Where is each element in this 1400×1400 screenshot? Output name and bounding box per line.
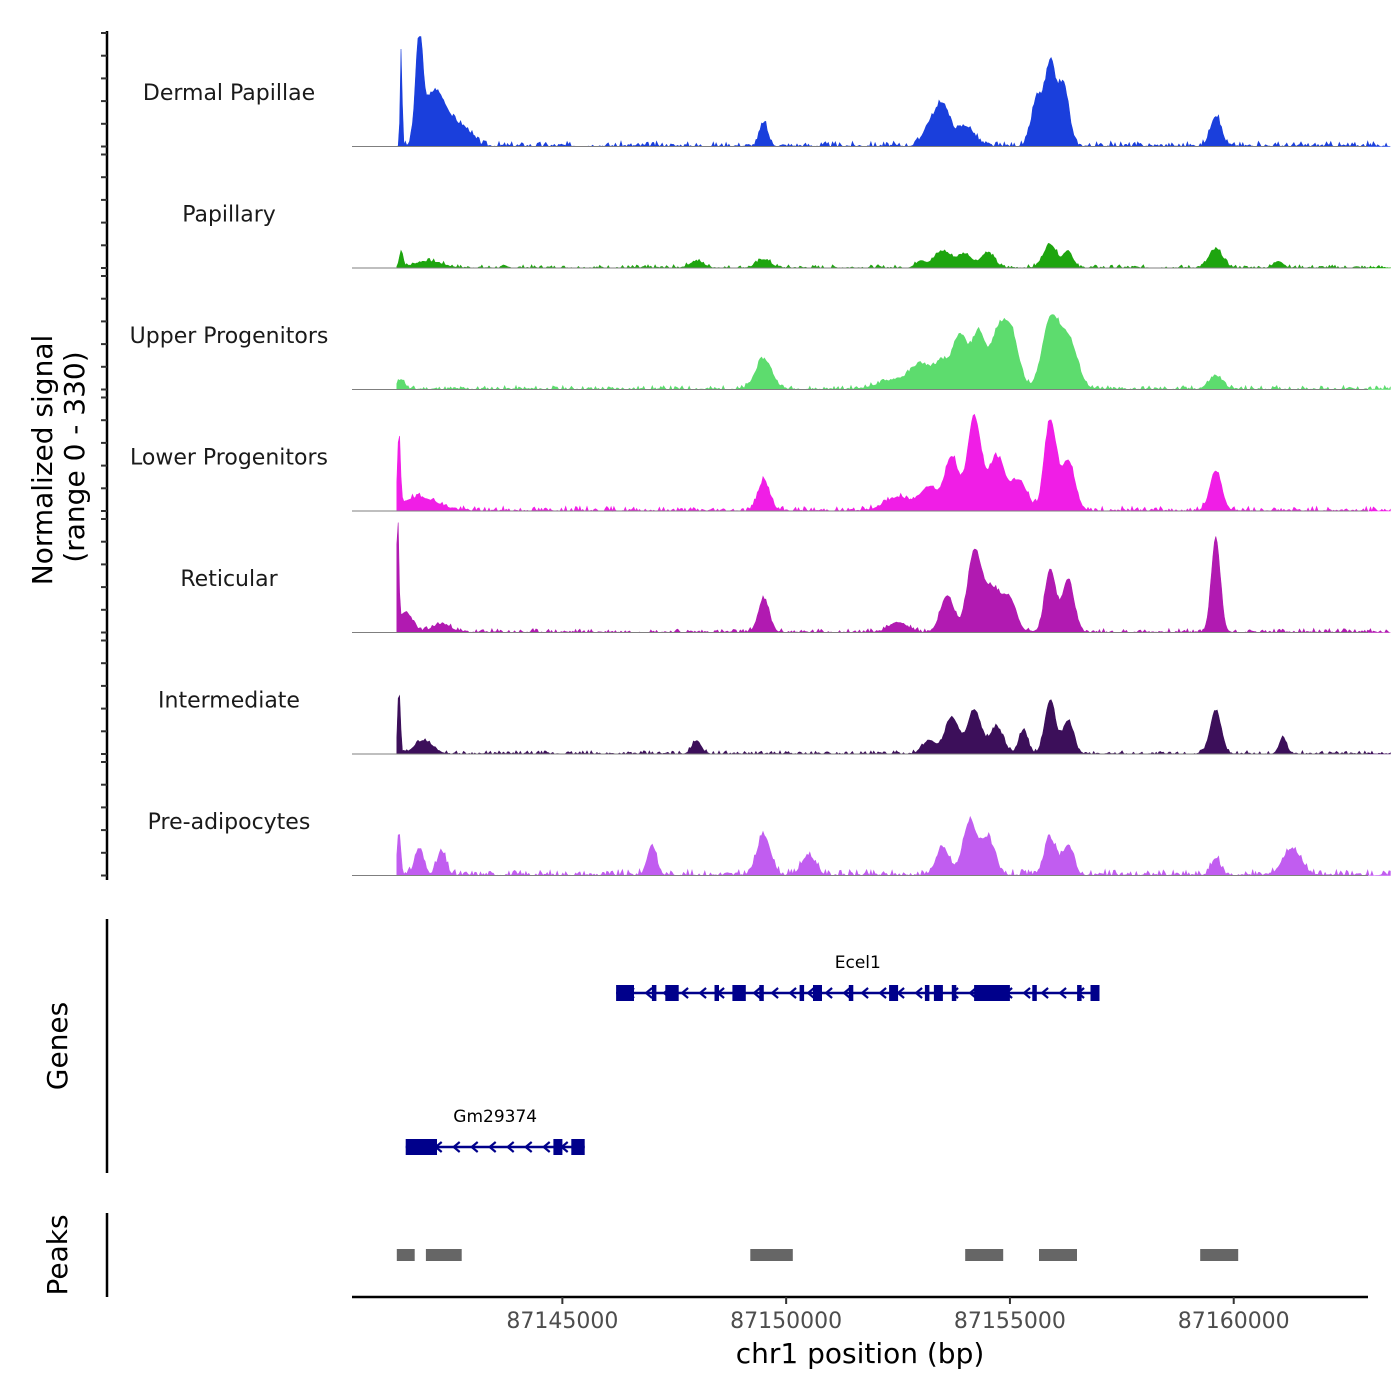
track-upper-progenitors: Upper Progenitors [130, 314, 1391, 391]
gene-label: Gm29374 [453, 1107, 537, 1127]
peak-track [396, 1249, 1239, 1261]
strand-arrow [860, 987, 869, 999]
strand-arrow [788, 987, 797, 999]
x-tick-label: 87160000 [1178, 1309, 1290, 1334]
peak-region [750, 1249, 793, 1261]
gene-exon [665, 985, 679, 1001]
gene-exon [553, 1139, 563, 1155]
gene-exon [799, 985, 805, 1001]
track-papillary: Papillary [182, 203, 1391, 269]
track-label: Pre-adipocytes [148, 810, 311, 835]
strand-arrow [469, 1141, 479, 1153]
strand-arrow [698, 987, 707, 999]
peak-region [1200, 1249, 1239, 1261]
track-reticular: Reticular [180, 522, 1391, 634]
track-label: Papillary [182, 203, 276, 228]
strand-arrow [541, 1141, 551, 1153]
y-axis-subtitle: (range 0 - 330) [58, 351, 91, 562]
peak-region [965, 1249, 1004, 1261]
gene-ecel1: Ecel1 [616, 953, 1100, 1001]
y-axis-title: Normalized signal [26, 335, 59, 586]
signal-area [396, 815, 1391, 877]
gene-exon [813, 985, 822, 1001]
peaks-axis-title: Peaks [41, 1214, 74, 1295]
peak-region [425, 1249, 462, 1261]
track-label: Reticular [180, 567, 278, 592]
strand-arrow [842, 987, 851, 999]
gene-label: Ecel1 [835, 953, 881, 973]
signal-area [396, 36, 1391, 148]
genes-axis-title: Genes [41, 1002, 74, 1090]
track-label: Lower Progenitors [130, 446, 328, 471]
signal-area [396, 243, 1391, 269]
track-label: Intermediate [158, 689, 300, 714]
strand-arrow [1022, 987, 1031, 999]
x-tick-label: 87155000 [954, 1309, 1066, 1334]
track-pre-adipocytes: Pre-adipocytes [148, 810, 1391, 877]
gene-exon [759, 985, 764, 1001]
gene-exon [848, 985, 854, 1001]
signal-tracks: Dermal Papillae Papillary Upper Progenitor… [130, 36, 1391, 877]
x-tick-label: 87150000 [730, 1309, 842, 1334]
strand-arrow [451, 1141, 461, 1153]
strand-arrow [770, 987, 779, 999]
peak-region [1039, 1249, 1077, 1261]
gene-exon [889, 985, 899, 1001]
gene-exon [571, 1139, 585, 1155]
track-dermal-papillae: Dermal Papillae [143, 36, 1391, 148]
track-label: Dermal Papillae [143, 81, 315, 106]
gene-exon [1032, 985, 1037, 1001]
strand-arrow [487, 1141, 497, 1153]
gene-exon [1090, 985, 1100, 1001]
gene-gm29374: Gm29374 [405, 1107, 585, 1155]
strand-arrow [914, 987, 923, 999]
strand-arrow [1058, 987, 1067, 999]
gene-exon [951, 985, 957, 1001]
strand-arrow [505, 1141, 515, 1153]
x-axis-ticks: 87145000 87150000 87155000 87160000 [506, 1297, 1290, 1334]
gene-exon [714, 985, 719, 1001]
gene-exon [651, 985, 657, 1001]
track-intermediate: Intermediate [158, 689, 1391, 755]
strand-arrow [752, 987, 761, 999]
gene-track: Ecel1 Gm29374 [405, 953, 1100, 1155]
x-axis-title: chr1 position (bp) [736, 1337, 985, 1370]
track-label: Upper Progenitors [130, 324, 329, 349]
peak-region [396, 1249, 415, 1261]
signal-area [396, 314, 1391, 391]
strand-arrow [523, 1141, 533, 1153]
gene-exon [732, 985, 746, 1001]
gene-exon [933, 985, 943, 1001]
signal-axis [101, 31, 109, 880]
strand-arrow [824, 987, 833, 999]
gene-exon [974, 985, 1010, 1001]
strand-arrow [680, 987, 689, 999]
signal-area [396, 522, 1391, 634]
strand-arrow [878, 987, 887, 999]
signal-area [396, 694, 1391, 755]
signal-area [396, 413, 1391, 512]
strand-arrow [1040, 987, 1049, 999]
gene-exon [616, 985, 634, 1001]
strand-arrow [968, 987, 977, 999]
gene-exon [405, 1139, 437, 1155]
x-tick-label: 87145000 [506, 1309, 618, 1334]
strand-arrow [806, 987, 815, 999]
gene-exon [1077, 985, 1082, 1001]
gene-exon [924, 985, 930, 1001]
track-lower-progenitors: Lower Progenitors [130, 413, 1391, 512]
strand-arrow [644, 987, 653, 999]
